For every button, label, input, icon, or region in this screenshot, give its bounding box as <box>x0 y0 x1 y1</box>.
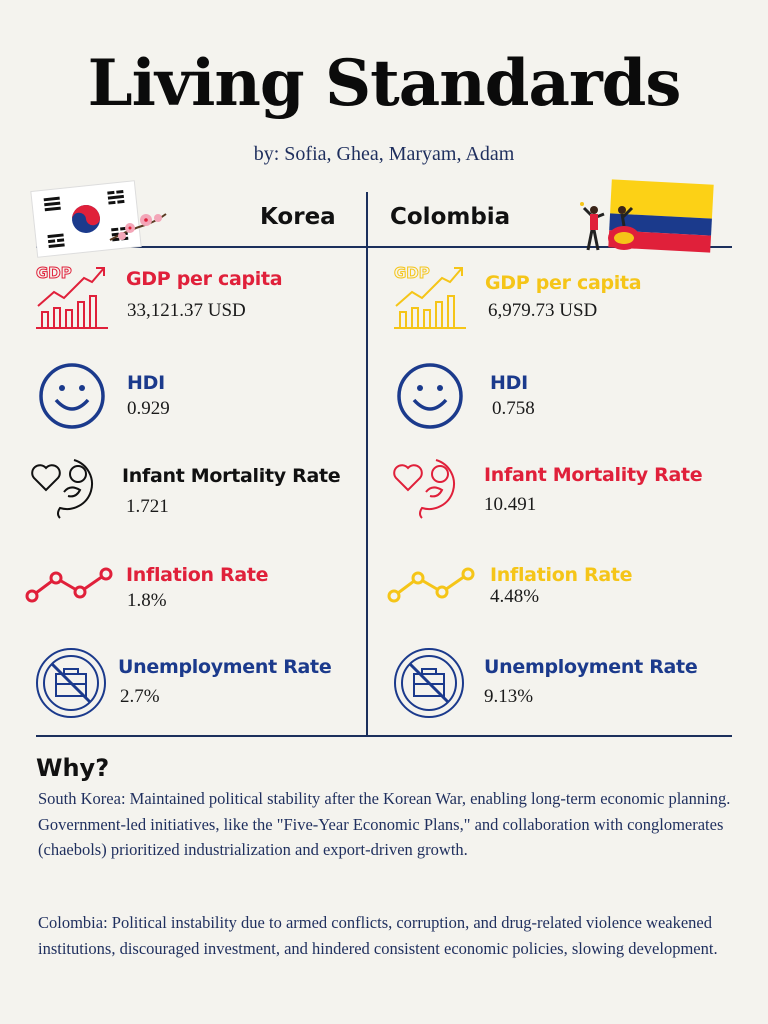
smiley-icon <box>39 363 105 429</box>
svg-text:GDP: GDP <box>394 264 430 282</box>
korea-gdp-value: 33,121.37 USD <box>127 300 246 321</box>
line-graph-icon <box>387 567 475 603</box>
korea-unemployment-value: 2.7% <box>120 686 160 707</box>
colombia-gdp-value: 6,979.73 USD <box>488 300 598 321</box>
colombia-explanation: Colombia: Political instability due to a… <box>38 913 718 958</box>
colombia-hdi-label: HDI <box>490 372 528 394</box>
korea-imr-label: Infant Mortality Rate <box>122 465 341 487</box>
colombia-imr-label: Infant Mortality Rate <box>484 464 703 486</box>
korea-inflation-label: Inflation Rate <box>126 564 269 586</box>
colombia-header: Colombia <box>390 204 511 230</box>
korea-explanation: South Korea: Maintained political stabil… <box>38 789 731 859</box>
gdp-chart-icon: GDP <box>394 264 466 329</box>
smiley-icon <box>397 363 463 429</box>
colombia-gdp-label: GDP per capita <box>485 272 642 294</box>
colombia-inflation-value: 4.48% <box>490 586 540 607</box>
cherry-blossom-icon <box>109 213 167 241</box>
korea-gdp-label: GDP per capita <box>126 268 283 290</box>
header-divider <box>36 246 732 248</box>
svg-text:GDP: GDP <box>36 264 72 282</box>
korea-hdi-value: 0.929 <box>127 398 170 419</box>
baby-heart-icon <box>31 459 93 519</box>
korea-inflation-value: 1.8% <box>127 590 167 611</box>
korea-hdi-label: HDI <box>127 372 165 394</box>
no-briefcase-icon <box>394 648 464 718</box>
line-graph-icon <box>25 567 113 603</box>
korea-unemployment-label: Unemployment Rate <box>118 656 332 678</box>
byline: by: Sofia, Ghea, Maryam, Adam <box>253 143 515 165</box>
baby-heart-icon <box>393 459 455 519</box>
colombia-inflation-label: Inflation Rate <box>490 564 633 586</box>
table-bottom-divider <box>36 735 732 737</box>
dancers-icon <box>580 202 640 251</box>
korea-header: Korea <box>260 204 336 230</box>
korea-imr-value: 1.721 <box>126 496 169 517</box>
colombia-imr-value: 10.491 <box>484 494 537 515</box>
no-briefcase-icon <box>36 648 106 718</box>
colombia-unemployment-value: 9.13% <box>484 686 534 707</box>
gdp-chart-icon: GDP <box>36 264 108 329</box>
colombia-unemployment-label: Unemployment Rate <box>484 656 698 678</box>
colombia-hdi-value: 0.758 <box>492 398 535 419</box>
why-heading: Why? <box>36 754 110 782</box>
page-title: Living Standards <box>87 46 682 121</box>
column-divider <box>366 192 368 736</box>
